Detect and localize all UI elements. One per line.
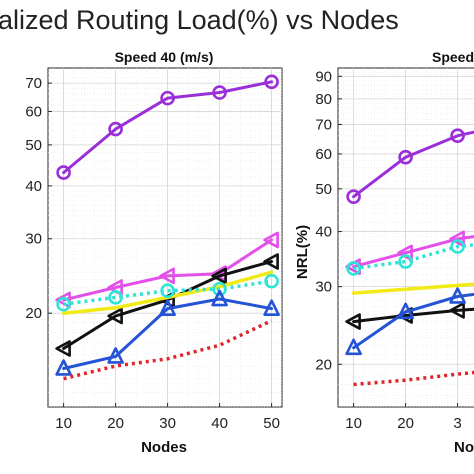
series-layer (55, 74, 280, 381)
data-point-marker (55, 359, 72, 376)
data-point-marker (159, 299, 176, 316)
data-point-marker (108, 290, 123, 305)
y-axis-label: NRL(%) (294, 225, 311, 279)
plot-area (47, 67, 283, 408)
data-point-marker (346, 261, 361, 276)
x-tick-label: 30 (159, 415, 176, 432)
series-line-magenta-triangle-left (62, 238, 274, 302)
series-line-red-dotted (63, 319, 273, 381)
series-line-magenta-triangle-left (352, 235, 474, 269)
data-point-marker (56, 165, 71, 180)
data-point-marker (108, 121, 123, 137)
y-tick-label: 40 (315, 224, 332, 241)
data-point-marker (264, 74, 279, 90)
panel-title: Speed (432, 49, 474, 65)
series-line-yellow-line (351, 282, 474, 295)
data-point-marker (211, 289, 228, 307)
data-point-marker (450, 239, 465, 254)
data-point-marker (346, 189, 361, 204)
data-point-marker (449, 287, 466, 304)
y-tick-label: 80 (315, 91, 332, 108)
y-tick-label: 60 (25, 103, 42, 120)
data-point-marker (159, 267, 175, 285)
figure-title: alized Routing Load(%) vs Nodes (0, 5, 399, 35)
data-point-marker (55, 291, 71, 309)
y-tick-label: 60 (315, 146, 332, 163)
data-point-marker (397, 302, 414, 320)
data-point-marker (263, 253, 279, 270)
y-tick-label: 50 (25, 137, 42, 154)
y-tick-label: 90 (315, 68, 332, 85)
y-tick-label: 40 (25, 178, 42, 195)
data-point-marker (263, 299, 280, 316)
x-tick-label: 10 (55, 415, 72, 432)
data-point-marker (264, 273, 279, 289)
chart-panel-speed-40: Speed 40 (m/s) Nodes 20 30 40 50 60 70 10 20 30 4… (25, 49, 283, 456)
series-line-purple-circle (352, 130, 474, 199)
data-point-marker (160, 90, 175, 106)
x-tick-label: 3 (453, 415, 461, 432)
x-tick-label: 20 (107, 415, 124, 432)
y-tick-label: 20 (315, 356, 332, 373)
x-axis-label: No (454, 439, 474, 456)
y-tick-label: 30 (315, 279, 332, 296)
data-point-marker (345, 338, 362, 356)
series-line-black-triangle-left (352, 307, 474, 324)
x-tick-label: 20 (397, 415, 414, 432)
data-point-marker (449, 230, 465, 248)
data-point-marker (107, 307, 123, 325)
data-point-marker (211, 267, 227, 285)
data-point-marker (345, 313, 361, 330)
data-point-marker (450, 128, 465, 144)
data-point-marker (56, 296, 71, 312)
data-point-marker (263, 231, 279, 249)
series-line-blue-triangle-up (62, 297, 274, 370)
series-line-red-dotted (353, 370, 474, 387)
data-point-marker (160, 283, 175, 299)
series-line-purple-circle (62, 80, 274, 175)
y-tick-label: 30 (25, 231, 42, 248)
data-point-marker (55, 340, 71, 357)
series-layer (345, 128, 474, 387)
x-tick-label: 40 (211, 415, 228, 432)
data-point-marker (212, 85, 227, 100)
y-tick-label: 20 (25, 305, 42, 322)
data-point-marker (212, 281, 227, 297)
y-tick-label: 50 (315, 181, 332, 198)
x-tick-label: 10 (345, 415, 362, 432)
series-line-cyan-dotted-circle (353, 243, 474, 271)
x-tick-label: 50 (263, 415, 280, 432)
panel-title: Speed 40 (m/s) (115, 49, 214, 65)
y-tick-label: 70 (315, 116, 332, 133)
chart-panel-speed: Speed No NRL(%) 20 30 40 50 60 70 80 90 10 20 3 (294, 49, 474, 456)
series-line-blue-triangle-up (352, 292, 474, 350)
data-point-marker (449, 302, 465, 319)
data-point-marker (107, 347, 124, 364)
x-axis-label: Nodes (141, 439, 187, 456)
y-tick-label: 70 (25, 75, 42, 92)
data-point-marker (398, 149, 413, 165)
data-point-marker (398, 254, 413, 269)
